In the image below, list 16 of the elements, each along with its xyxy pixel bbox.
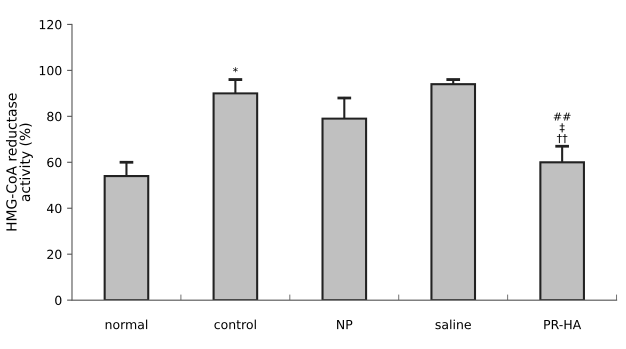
x-tick-label: saline [436,320,471,330]
y-tick-label: 40 [46,204,62,214]
y-tick-label: 120 [40,20,62,30]
y-tick-label: 60 [47,158,62,168]
x-tick-label: normal [106,320,148,330]
y-axis-title: HMG-CoA reductase activity (%) [6,93,33,231]
annotation: ## ‡ †† [554,112,571,144]
x-tick-label: NP [337,320,352,330]
bar [430,83,476,300]
y-tick-label: 100 [40,66,62,76]
x-tick-label: control [214,320,256,330]
annotation: * [232,67,238,72]
y-tick-label: 20 [47,250,62,260]
x-tick-label: PR-HA [544,320,582,330]
y-tick-label: 80 [47,112,62,122]
y-tick-label: 0 [55,296,62,306]
